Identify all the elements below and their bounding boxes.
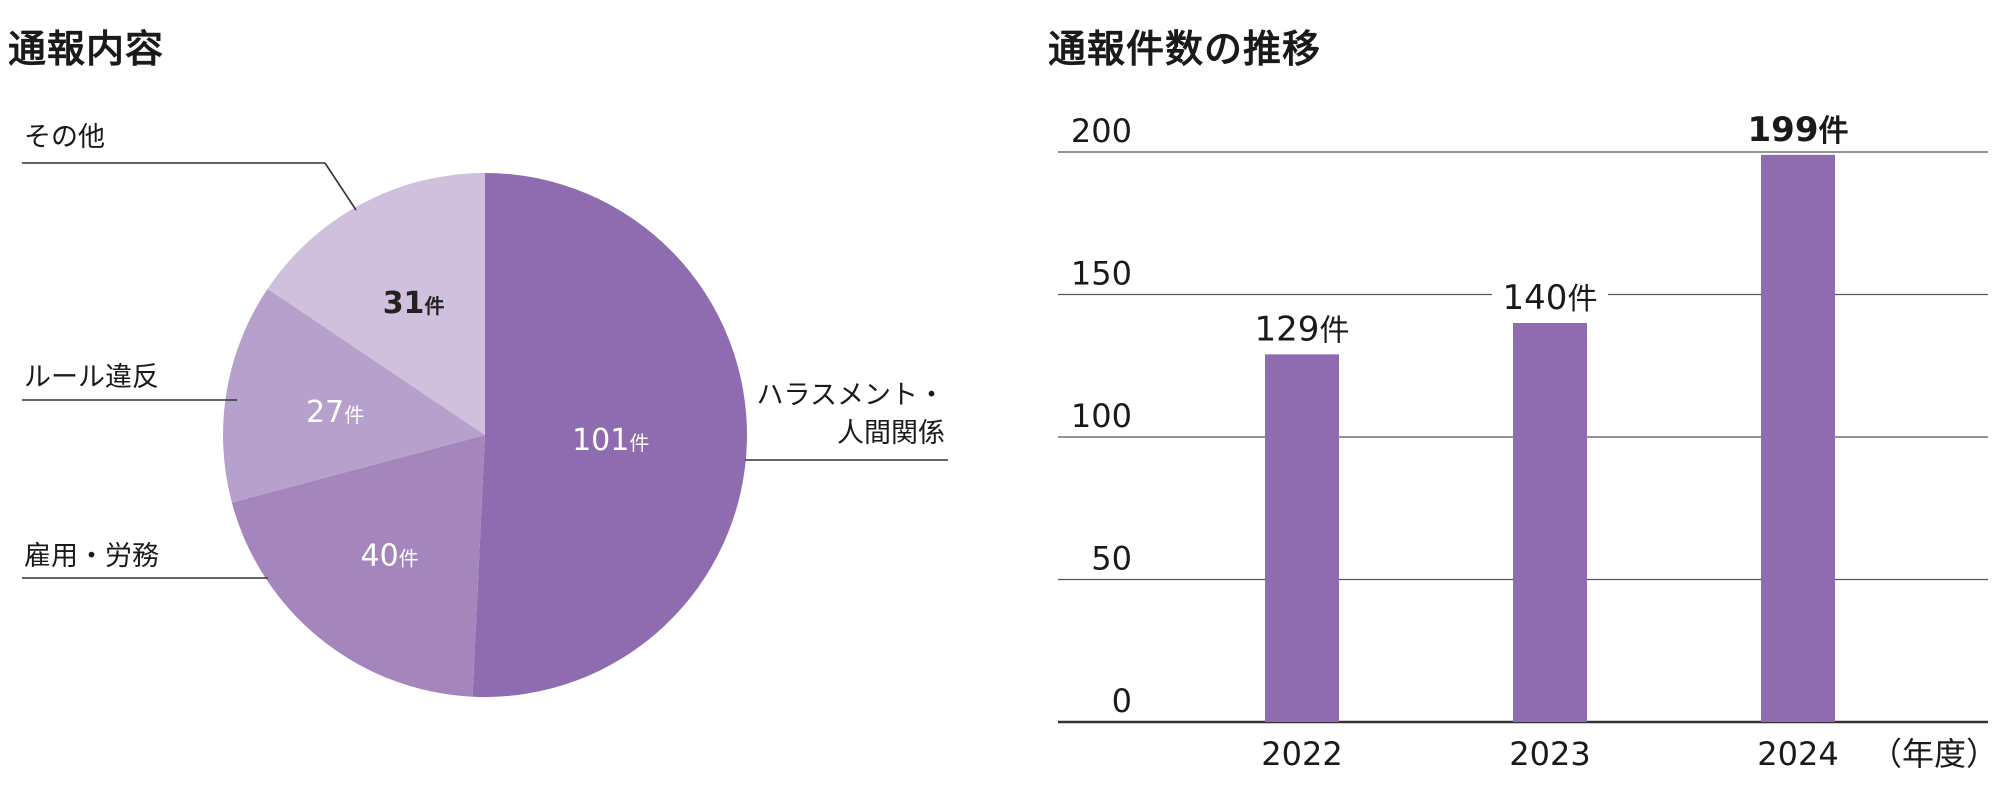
value-label-backing: [1244, 304, 1360, 345]
y-tick-label: 100: [1071, 397, 1132, 435]
pie-category-label: その他: [24, 122, 105, 153]
bar-value-label: 140件: [1503, 278, 1598, 318]
bar: [1761, 154, 1835, 723]
pie-value-label: 101件: [572, 423, 649, 458]
bar-chart: 0 50 100 150 200 129件 2022 140件 2023 199件 2024 （年度）: [1058, 110, 1998, 773]
x-tick-label: 2022: [1261, 735, 1342, 773]
pie-category-label: 人間関係: [837, 418, 945, 449]
pie-slice: [267, 173, 485, 435]
bar: [1265, 354, 1339, 722]
bar: [1513, 323, 1587, 722]
y-tick-label: 200: [1071, 112, 1132, 150]
y-tick-label: 0: [1112, 682, 1132, 720]
pie-category-label: ルール違反: [24, 362, 159, 393]
bar-value-label: 129件: [1255, 309, 1350, 349]
pie-leader-line: [324, 162, 357, 211]
y-tick-label: 50: [1091, 540, 1132, 578]
pie-chart: 101件 ハラスメント・人間関係 40件 雇用・労務 27件 ルール違反 31件 その他: [22, 122, 948, 697]
pie-chart-panel: 通報内容 101件 ハラスメント・人間関係 40件 雇用・労務 27件 ルール違反 31件 そ…: [8, 27, 948, 697]
bar-value-label: 199件: [1748, 110, 1849, 150]
pie-value-label: 27件: [306, 395, 364, 430]
pie-value-label: 40件: [360, 538, 418, 573]
pie-value-label: 31件: [383, 286, 445, 321]
x-tick-label: 2024: [1757, 735, 1838, 773]
bar-chart-panel: 通報件数の推移 0 50 100 150 200 129件 2022 140件 2023 199件…: [1040, 0, 2000, 797]
pie-slice: [223, 288, 486, 503]
x-tick-label: 2023: [1509, 735, 1590, 773]
value-label-backing: [1492, 273, 1608, 313]
x-axis-suffix: （年度）: [1870, 735, 1998, 773]
pie-chart-title: 通報内容: [8, 27, 165, 71]
pie-category-label: 雇用・労務: [24, 541, 159, 572]
pie-category-label: ハラスメント・: [757, 380, 945, 411]
y-tick-label: 150: [1071, 255, 1132, 293]
pie-slice: [231, 435, 485, 697]
bar-chart-title: 通報件数の推移: [1048, 27, 1322, 71]
pie-slice: [472, 173, 747, 697]
